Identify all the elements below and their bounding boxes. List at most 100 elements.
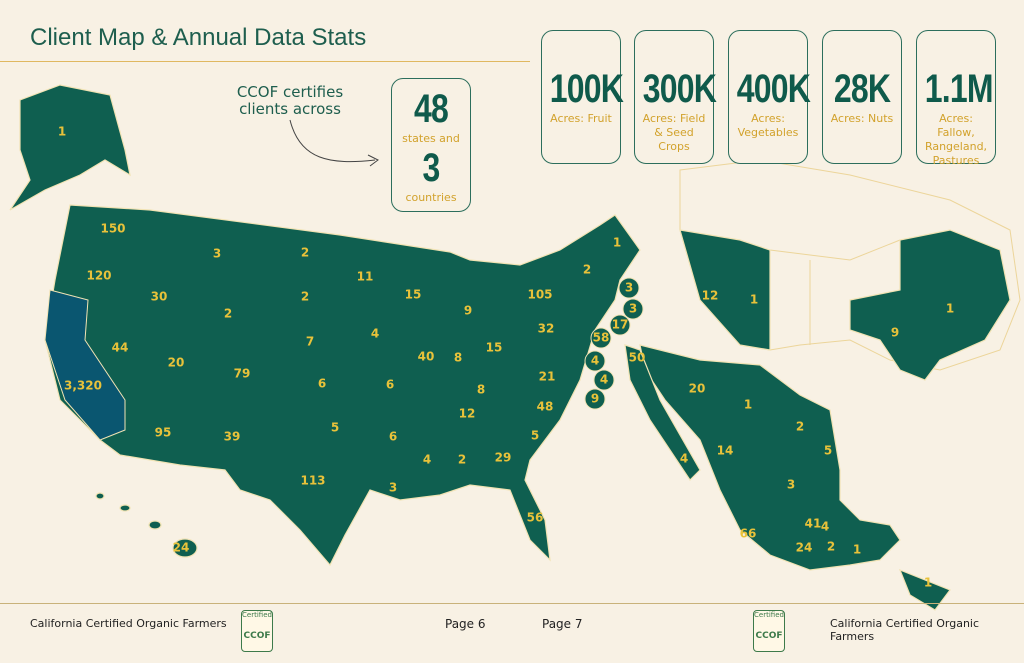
stat-box: 400K Acres: Vegetables [728, 30, 811, 164]
region-count: 20 [689, 382, 706, 396]
stat-icon [823, 31, 901, 67]
stat-icon [917, 31, 995, 67]
region-count: 2 [301, 246, 309, 260]
region-count: 39 [224, 430, 241, 444]
stat-value: 100K [549, 67, 624, 111]
region-count: 3 [625, 281, 633, 295]
logo-text: CCOF [755, 631, 783, 641]
region-count: 2 [458, 453, 466, 467]
region-count: 1 [853, 543, 861, 557]
region-count: 32 [538, 322, 555, 336]
logo: Certified CCOF [753, 610, 785, 652]
logo-top: Certified [754, 611, 784, 619]
region-count: 1 [744, 398, 752, 412]
footer-right: California Certified Organic Farmers [830, 617, 980, 643]
california [44, 289, 126, 441]
callout-box: 48 states and 3 countries [391, 78, 471, 212]
region-count: 2 [827, 540, 835, 554]
region-count: 8 [477, 383, 485, 397]
region-count: 5 [331, 421, 339, 435]
region-count: 9 [891, 326, 899, 340]
region-count: 4 [591, 354, 599, 368]
stat-icon [635, 31, 713, 67]
region-count: 40 [418, 350, 435, 364]
region-count: 9 [591, 392, 599, 406]
region-count: 20 [168, 356, 185, 370]
callout-text: CCOF certifies clients across [236, 83, 344, 118]
stat-box: 300K Acres: Field & Seed Crops [634, 30, 717, 164]
region-count: 4 [821, 520, 829, 534]
region-count: 21 [539, 370, 556, 384]
region-badge [584, 388, 606, 410]
region-count: 66 [740, 527, 757, 541]
region-count: 14 [717, 444, 734, 458]
region-count: 1 [924, 576, 932, 590]
region-count: 6 [386, 378, 394, 392]
region-count: 7 [306, 335, 314, 349]
footer-rule [0, 603, 1024, 604]
countries-number: 3 [422, 146, 441, 190]
region-count: 44 [112, 341, 129, 355]
logo: Certified CCOF [241, 610, 273, 652]
region-count: 4 [371, 327, 379, 341]
stat-icon [729, 31, 807, 67]
region-count: 41 [805, 517, 822, 531]
logo-top: Certified [242, 611, 272, 619]
stat-label: Acres: Vegetables [737, 112, 799, 139]
region-count: 105 [527, 288, 552, 302]
stat-label: Acres: Fallow, Rangeland, Pastures [924, 112, 988, 167]
stat-label: Acres: Nuts [830, 112, 894, 125]
region-count: 2 [583, 263, 591, 277]
region-count: 8 [454, 351, 462, 365]
region-count: 2 [224, 307, 232, 321]
region-count: 3,320 [64, 379, 102, 393]
arrow [289, 119, 376, 163]
region-count: 79 [234, 367, 251, 381]
region-count: 1 [613, 236, 621, 250]
region-count: 4 [423, 453, 431, 467]
title-rule [0, 61, 530, 62]
states-number: 48 [414, 87, 449, 131]
states-label: states and [402, 132, 460, 145]
region-count: 6 [318, 377, 326, 391]
region-count: 2 [796, 420, 804, 434]
stat-value: 1.1M [924, 67, 994, 111]
region-count: 3 [389, 481, 397, 495]
region-count: 58 [593, 331, 610, 345]
stat-value: 300K [642, 67, 717, 111]
region-badge [590, 327, 612, 349]
region-count: 1 [750, 293, 758, 307]
region-count: 6 [389, 430, 397, 444]
region-count: 48 [537, 400, 554, 414]
region-count: 1 [946, 302, 954, 316]
region-count: 3 [629, 302, 637, 316]
stat-box: 100K Acres: Fruit [541, 30, 624, 164]
region-count: 2 [301, 290, 309, 304]
region-count: 4 [600, 373, 608, 387]
region-count: 56 [527, 511, 544, 525]
region-count: 17 [612, 318, 629, 332]
page-right: Page 7 [542, 617, 583, 631]
region-badge [618, 277, 640, 299]
region-count: 120 [86, 269, 111, 283]
region-count: 24 [173, 541, 190, 555]
stat-icon [542, 31, 620, 67]
region-count: 150 [100, 222, 125, 236]
region-count: 12 [459, 407, 476, 421]
page-left: Page 6 [445, 617, 486, 631]
region-badge [609, 314, 631, 336]
region-count: 3 [787, 478, 795, 492]
stat-value: 400K [736, 67, 811, 111]
footer-left: California Certified Organic Farmers [30, 617, 227, 630]
land [9, 84, 1011, 611]
countries-label: countries [405, 191, 457, 204]
region-count: 113 [300, 474, 325, 488]
region-count: 29 [495, 451, 512, 465]
region-count: 11 [357, 270, 374, 284]
region-count: 15 [405, 288, 422, 302]
stat-box: 28K Acres: Nuts [822, 30, 902, 164]
region-count: 3 [213, 247, 221, 261]
region-count: 4 [680, 452, 688, 466]
